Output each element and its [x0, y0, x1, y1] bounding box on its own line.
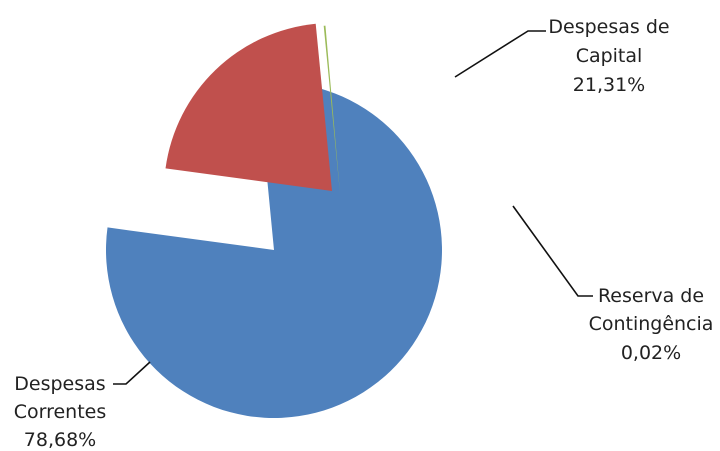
- slice-value-label: 78,68%: [24, 429, 96, 451]
- pie-slice-2: [323, 25, 340, 193]
- leader-line-despesas-correntes: [113, 361, 151, 385]
- slice-label-line: Capital: [576, 45, 643, 67]
- slice-label-line: Reserva de: [598, 285, 704, 307]
- slice-label-despesas-correntes: Despesas Correntes 78,68%: [14, 373, 107, 451]
- leader-line-reserva-contingencia: [512, 205, 593, 297]
- slice-label-despesas-capital: Despesas de Capital 21,31%: [548, 16, 669, 96]
- slice-value-label: 0,02%: [621, 342, 681, 364]
- slice-label-line: Contingência: [589, 313, 714, 335]
- leader-line-despesas-capital: [454, 30, 546, 78]
- pie-slices: [105, 23, 442, 418]
- pie-slice-0: [105, 81, 442, 418]
- slice-label-reserva-contingencia: Reserva de Contingência 0,02%: [589, 285, 714, 364]
- slice-label-line: Correntes: [14, 401, 107, 423]
- pie-slice-1: [165, 23, 332, 191]
- slice-label-line: Despesas: [14, 373, 105, 395]
- slice-value-label: 21,31%: [573, 74, 645, 96]
- slice-label-line: Despesas de: [548, 16, 669, 38]
